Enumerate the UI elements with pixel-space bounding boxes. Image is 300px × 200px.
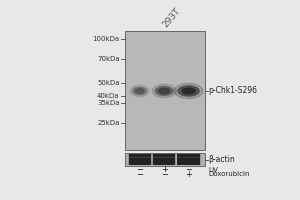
Text: 40kDa: 40kDa: [97, 93, 120, 99]
Ellipse shape: [155, 87, 173, 95]
Bar: [177, 154, 201, 165]
Text: 35kDa: 35kDa: [97, 100, 120, 106]
Text: UV: UV: [208, 167, 218, 173]
Text: −: −: [161, 170, 168, 179]
Bar: [153, 157, 176, 158]
Ellipse shape: [174, 83, 203, 99]
Text: +: +: [185, 170, 192, 179]
Bar: [129, 154, 151, 165]
Text: p-Chk1-S296: p-Chk1-S296: [208, 86, 257, 95]
Text: 50kDa: 50kDa: [97, 80, 120, 86]
Text: −: −: [136, 170, 143, 179]
Bar: [153, 154, 176, 165]
Text: −: −: [136, 165, 143, 174]
Text: 293T: 293T: [161, 6, 182, 29]
Ellipse shape: [178, 86, 199, 96]
Text: −: −: [185, 165, 192, 174]
Ellipse shape: [135, 89, 144, 93]
Text: β-actin: β-actin: [208, 155, 235, 164]
Ellipse shape: [152, 84, 176, 98]
Bar: [177, 154, 200, 165]
Bar: [152, 154, 176, 165]
Bar: [129, 157, 151, 158]
Ellipse shape: [133, 87, 147, 95]
Ellipse shape: [130, 85, 149, 97]
Text: 25kDa: 25kDa: [97, 120, 120, 126]
Ellipse shape: [158, 88, 170, 94]
Text: Doxorubicin: Doxorubicin: [208, 171, 250, 177]
Text: +: +: [161, 165, 168, 174]
Bar: [128, 154, 152, 165]
Bar: [177, 157, 200, 158]
Bar: [125, 31, 205, 150]
Ellipse shape: [182, 88, 195, 94]
Bar: [125, 153, 205, 166]
Text: 100kDa: 100kDa: [92, 36, 120, 42]
Text: 70kDa: 70kDa: [97, 56, 120, 62]
